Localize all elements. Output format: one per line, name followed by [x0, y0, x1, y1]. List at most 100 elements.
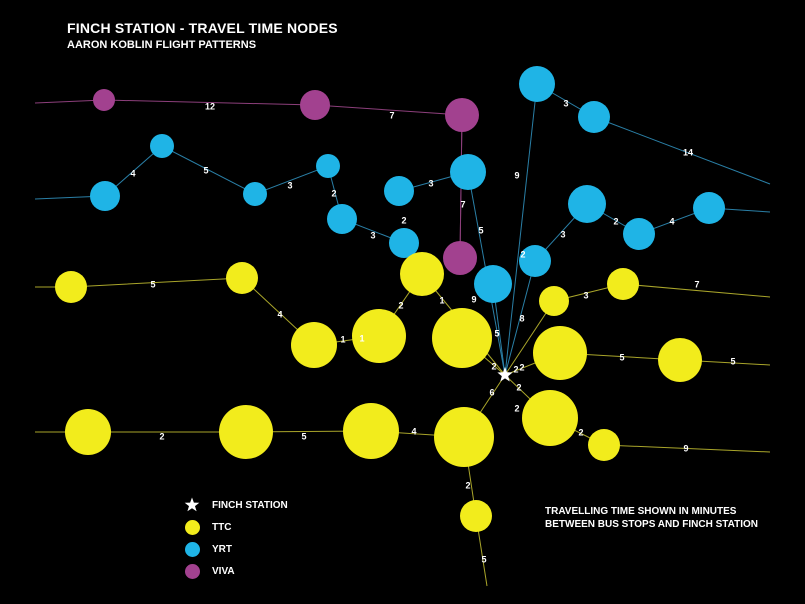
yrt-stop-node	[384, 176, 414, 206]
ttc-stop-node	[522, 390, 578, 446]
legend-item-yrt: YRT	[184, 538, 288, 560]
travel-time-label: 2	[398, 300, 403, 310]
travel-time-label: 1	[439, 295, 444, 305]
legend-label: FINCH STATION	[212, 499, 288, 511]
ttc-stop-node	[352, 309, 406, 363]
finch-station-star-icon	[497, 367, 513, 382]
ttc-stop-node	[343, 403, 399, 459]
ttc-stop-node	[226, 262, 258, 294]
travel-time-label: 3	[287, 180, 292, 190]
ttc-stop-node	[539, 286, 569, 316]
travel-time-label: 3	[370, 230, 375, 240]
ttc-stop-node	[607, 268, 639, 300]
ttc-stop-node	[460, 500, 492, 532]
travel-time-note: TRAVELLING TIME SHOWN IN MINUTES BETWEEN…	[545, 505, 758, 531]
yrt-stop-node	[519, 66, 555, 102]
ttc-dot-icon	[184, 519, 200, 535]
yrt-stop-node	[90, 181, 120, 211]
legend: FINCH STATION TTC YRT VIVA	[184, 494, 288, 582]
yrt-route-line	[536, 83, 771, 185]
ttc-route-line	[504, 374, 771, 453]
travel-time-label: 2	[331, 188, 336, 198]
nodes	[55, 66, 725, 532]
legend-label: YRT	[212, 543, 232, 555]
travel-time-label: 2	[520, 249, 525, 259]
travel-time-label: 3	[428, 178, 433, 188]
travel-time-label: 9	[471, 294, 476, 304]
travel-time-label: 2	[519, 362, 524, 372]
travel-time-label: 9	[683, 443, 688, 453]
travel-time-label: 2	[613, 216, 618, 226]
travel-time-label: 5	[481, 554, 486, 564]
travel-time-label: 2	[465, 480, 470, 490]
travel-time-label: 8	[519, 313, 524, 323]
yrt-stop-node	[450, 154, 486, 190]
ttc-stop-node	[219, 405, 273, 459]
yrt-stop-node	[693, 192, 725, 224]
ttc-stop-node	[400, 252, 444, 296]
ttc-route-line	[35, 277, 315, 346]
note-line: BETWEEN BUS STOPS AND FINCH STATION	[545, 519, 758, 530]
travel-time-label: 5	[619, 352, 624, 362]
ttc-stop-node	[55, 271, 87, 303]
yrt-stop-node	[474, 265, 512, 303]
viva-stop-node	[443, 241, 477, 275]
ttc-stop-node	[588, 429, 620, 461]
travel-time-label: 5	[478, 225, 483, 235]
finch-station-marker	[497, 367, 513, 382]
ttc-stop-node	[432, 308, 492, 368]
star-icon	[184, 497, 200, 513]
yrt-stop-node	[243, 182, 267, 206]
travel-time-label: 2	[401, 215, 406, 225]
travel-time-label: 4	[277, 309, 282, 319]
travel-time-label: 4	[411, 426, 416, 436]
viva-stop-node	[93, 89, 115, 111]
ttc-stop-node	[658, 338, 702, 382]
yrt-stop-node	[578, 101, 610, 133]
viva-dot-icon	[184, 563, 200, 579]
travel-time-label: 1	[359, 333, 364, 343]
travel-time-label: 7	[389, 110, 394, 120]
legend-item-finch-station: FINCH STATION	[184, 494, 288, 516]
legend-item-viva: VIVA	[184, 560, 288, 582]
yrt-stop-node	[519, 245, 551, 277]
travel-time-label: 5	[301, 431, 306, 441]
travel-time-label: 2	[159, 431, 164, 441]
travel-time-label: 4	[669, 216, 674, 226]
page-subtitle: AARON KOBLIN FLIGHT PATTERNS	[67, 39, 257, 51]
yrt-stop-node	[568, 185, 606, 223]
yrt-stop-node	[150, 134, 174, 158]
yrt-stop-node	[389, 228, 419, 258]
ttc-route-line	[504, 352, 771, 376]
viva-stop-node	[445, 98, 479, 132]
travel-time-label: 3	[563, 98, 568, 108]
travel-time-label: 14	[683, 147, 693, 157]
travel-time-label: 7	[460, 199, 465, 209]
legend-label: TTC	[212, 521, 232, 533]
yrt-route-line	[504, 83, 538, 376]
ttc-stop-node	[533, 326, 587, 380]
travel-time-label: 3	[583, 290, 588, 300]
travel-time-label: 2	[513, 364, 518, 374]
travel-time-label: 5	[494, 328, 499, 338]
note-line: TRAVELLING TIME SHOWN IN MINUTES	[545, 506, 737, 517]
travel-time-label: 9	[514, 170, 519, 180]
yrt-dot-icon	[184, 541, 200, 557]
travel-time-label: 2	[514, 403, 519, 413]
travel-time-label: 2	[491, 361, 496, 371]
page-title: FINCH STATION - TRAVEL TIME NODES	[67, 20, 338, 36]
yrt-stop-node	[327, 204, 357, 234]
yrt-stop-node	[316, 154, 340, 178]
ttc-stop-node	[291, 322, 337, 368]
ttc-stop-node	[65, 409, 111, 455]
travel-time-label: 2	[516, 382, 521, 392]
legend-item-ttc: TTC	[184, 516, 288, 538]
ttc-route-line	[504, 283, 771, 376]
travel-time-label: 1	[340, 334, 345, 344]
travel-time-label: 5	[150, 279, 155, 289]
viva-stop-node	[300, 90, 330, 120]
travel-time-label: 4	[130, 168, 135, 178]
